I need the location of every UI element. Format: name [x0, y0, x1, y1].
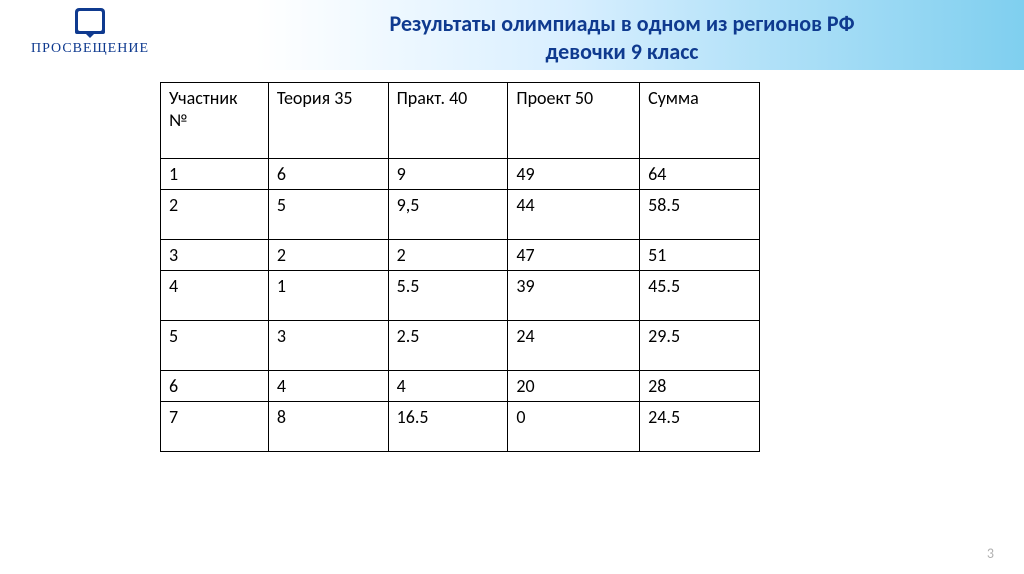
table-cell: 4	[268, 371, 388, 402]
table-row: 7816.5024.5	[161, 402, 760, 452]
table-cell: 1	[161, 159, 269, 190]
table-row: 6442028	[161, 371, 760, 402]
title-line-1: Результаты олимпиады в одном из регионов…	[280, 10, 964, 38]
table-cell: 24.5	[640, 402, 760, 452]
table-row: 415.53945.5	[161, 271, 760, 321]
table-cell: 2	[388, 240, 508, 271]
table-cell: 9	[388, 159, 508, 190]
table-cell: 4	[388, 371, 508, 402]
table-cell: 64	[640, 159, 760, 190]
table-cell: 44	[508, 190, 640, 240]
table-cell: 3	[268, 321, 388, 371]
table-cell: 29.5	[640, 321, 760, 371]
table-cell: 9,5	[388, 190, 508, 240]
table-header-cell: Проект 50	[508, 83, 640, 159]
table-cell: 4	[161, 271, 269, 321]
table-row: 259,54458.5	[161, 190, 760, 240]
table-header-cell: Теория 35	[268, 83, 388, 159]
table-cell: 7	[161, 402, 269, 452]
table-row: 532.52429.5	[161, 321, 760, 371]
page-title: Результаты олимпиады в одном из регионов…	[280, 10, 964, 65]
results-table: Участник №Теория 35Практ. 40Проект 50Сум…	[160, 82, 760, 452]
table-cell: 49	[508, 159, 640, 190]
table-cell: 5	[161, 321, 269, 371]
table-cell: 2	[161, 190, 269, 240]
table-row: 1694964	[161, 159, 760, 190]
table-cell: 28	[640, 371, 760, 402]
table-cell: 2	[268, 240, 388, 271]
table-cell: 39	[508, 271, 640, 321]
page-number: 3	[987, 545, 994, 562]
table-cell: 6	[268, 159, 388, 190]
table-header-cell: Сумма	[640, 83, 760, 159]
table-header-cell: Практ. 40	[388, 83, 508, 159]
table-header-row: Участник №Теория 35Практ. 40Проект 50Сум…	[161, 83, 760, 159]
table-cell: 20	[508, 371, 640, 402]
table-header-cell: Участник №	[161, 83, 269, 159]
table-cell: 51	[640, 240, 760, 271]
table-cell: 58.5	[640, 190, 760, 240]
table-cell: 3	[161, 240, 269, 271]
logo-icon	[75, 8, 105, 34]
table-cell: 16.5	[388, 402, 508, 452]
logo: ПРОСВЕЩЕНИЕ	[20, 8, 160, 57]
table-cell: 24	[508, 321, 640, 371]
table-row: 3224751	[161, 240, 760, 271]
table-cell: 6	[161, 371, 269, 402]
table-cell: 0	[508, 402, 640, 452]
title-line-2: девочки 9 класс	[280, 38, 964, 66]
table-cell: 8	[268, 402, 388, 452]
logo-text: ПРОСВЕЩЕНИЕ	[20, 41, 160, 57]
table-cell: 47	[508, 240, 640, 271]
table-cell: 2.5	[388, 321, 508, 371]
table-cell: 5	[268, 190, 388, 240]
table-cell: 1	[268, 271, 388, 321]
table-cell: 5.5	[388, 271, 508, 321]
table-cell: 45.5	[640, 271, 760, 321]
results-table-wrap: Участник №Теория 35Практ. 40Проект 50Сум…	[160, 82, 760, 452]
